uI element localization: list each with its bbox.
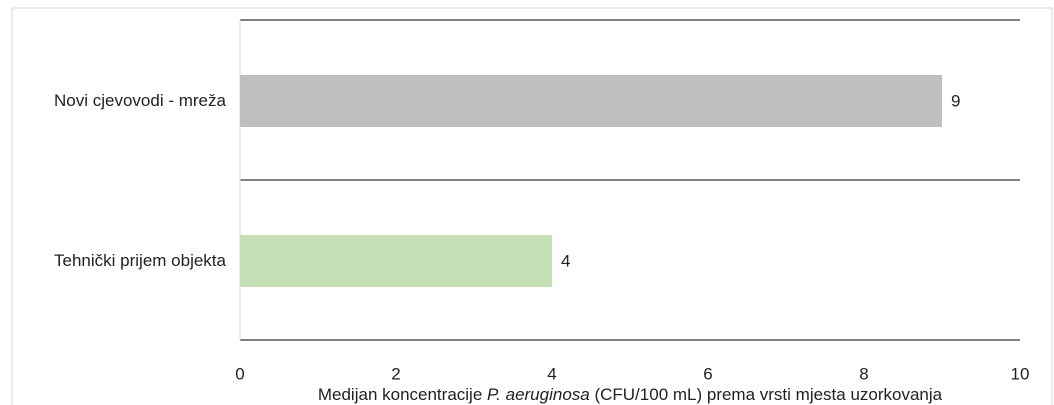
y-tick-label: Novi cjevovodi - mreža (54, 91, 226, 110)
x-tick-label: 10 (1011, 364, 1030, 383)
x-tick-label: 0 (235, 364, 244, 383)
x-axis-label-part: (CFU/100 mL) prema vrsti mjesta uzorkova… (590, 385, 943, 404)
bar (240, 235, 552, 287)
x-tick-label: 8 (859, 364, 868, 383)
y-tick-label: Tehnički prijem objekta (54, 251, 226, 270)
x-tick-label: 2 (391, 364, 400, 383)
x-axis-label-part: P. aeruginosa (487, 385, 590, 404)
data-label: 9 (951, 91, 960, 110)
x-axis-label: Medijan koncentracije P. aeruginosa (CFU… (318, 385, 943, 404)
bar (240, 75, 942, 127)
x-axis-label-part: Medijan koncentracije (318, 385, 487, 404)
x-tick-label: 4 (547, 364, 556, 383)
x-tick-label: 6 (703, 364, 712, 383)
data-label: 4 (561, 251, 570, 270)
chart-border (11, 7, 1053, 405)
